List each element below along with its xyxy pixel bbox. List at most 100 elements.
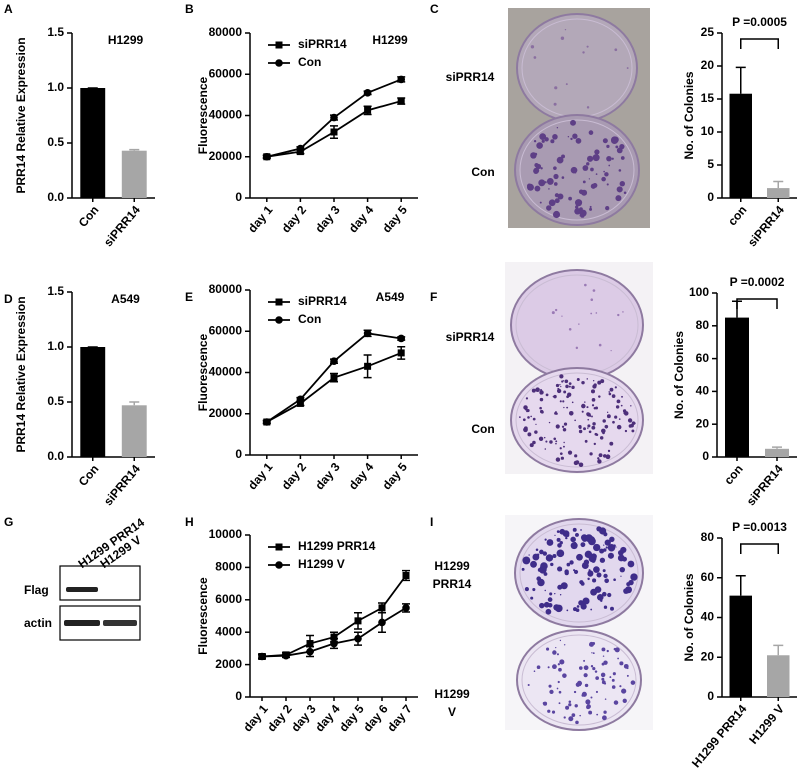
colony	[553, 182, 558, 186]
colony	[596, 594, 604, 601]
colony	[548, 421, 551, 424]
y-tick-label: 8000	[215, 560, 242, 574]
colony	[610, 388, 613, 391]
error-bar	[773, 180, 784, 189]
colony	[539, 133, 547, 140]
colony	[530, 45, 535, 49]
colony	[586, 406, 589, 409]
colony	[594, 586, 602, 593]
y-tick-label: 60000	[209, 66, 243, 80]
legend-label: H1299 V	[298, 557, 345, 571]
legend-marker	[275, 298, 283, 306]
colony	[553, 394, 557, 399]
colony	[580, 603, 587, 610]
colony	[555, 424, 560, 429]
panel-letter: A	[4, 2, 13, 16]
colony	[549, 592, 553, 596]
colony	[539, 406, 542, 410]
chart-title: A549	[376, 290, 405, 304]
bar	[80, 88, 106, 198]
colony	[610, 606, 614, 611]
colony	[559, 452, 563, 456]
colony	[606, 144, 610, 149]
colony	[523, 427, 528, 433]
colony	[617, 554, 625, 562]
colony	[616, 399, 621, 404]
colony	[589, 207, 593, 211]
colony	[550, 139, 555, 144]
colony	[589, 414, 592, 417]
colony	[536, 665, 541, 670]
colony	[557, 663, 560, 666]
colony	[601, 591, 607, 597]
colony	[566, 406, 569, 409]
colony	[590, 312, 593, 315]
colony	[574, 199, 583, 207]
colony	[612, 672, 616, 676]
significance-bracket	[740, 543, 779, 554]
colony	[571, 385, 575, 390]
colony	[575, 138, 582, 144]
colony	[575, 205, 579, 209]
colony	[592, 578, 597, 583]
colony	[576, 377, 580, 381]
colony	[527, 432, 532, 437]
marker	[263, 152, 271, 161]
panel-letter: B	[185, 2, 194, 16]
colony	[582, 165, 589, 171]
colony	[559, 594, 562, 596]
colony	[590, 389, 596, 394]
colony	[565, 705, 570, 710]
colony	[519, 416, 521, 419]
colony	[551, 311, 555, 315]
colony	[559, 374, 564, 379]
colony	[536, 142, 543, 149]
panel-letter: E	[185, 290, 193, 304]
colony	[583, 659, 586, 662]
colony	[560, 582, 568, 590]
dish-label: V	[448, 705, 456, 719]
legend-marker	[275, 59, 283, 67]
colony	[548, 188, 550, 190]
colony	[558, 690, 562, 694]
legend-label: H1299 PRR14	[298, 539, 376, 553]
colony	[585, 699, 591, 705]
colony	[598, 453, 603, 458]
colony	[602, 569, 606, 573]
colony	[598, 343, 602, 347]
p-value: P =0.0013	[732, 520, 787, 534]
colony	[585, 534, 593, 543]
dish-rim	[515, 372, 639, 468]
bar	[121, 405, 147, 457]
dish-label: siPRR14	[446, 330, 495, 344]
colony	[543, 572, 548, 576]
colony	[565, 83, 568, 86]
marker	[330, 639, 338, 648]
colony	[610, 136, 619, 145]
colony	[534, 162, 539, 168]
colony	[586, 705, 591, 710]
colony	[591, 425, 596, 430]
marker	[397, 97, 405, 105]
colony	[581, 189, 588, 196]
legend-marker	[275, 543, 283, 551]
bar	[765, 448, 789, 457]
colony	[538, 436, 544, 441]
y-tick-label: 60000	[209, 323, 243, 337]
colony	[561, 176, 565, 179]
colony	[575, 682, 581, 687]
y-axis-label: Fluorescence	[196, 76, 210, 154]
colony	[578, 462, 584, 468]
y-tick-label: 0.5	[47, 394, 64, 408]
colony	[533, 168, 539, 174]
colony	[537, 578, 545, 587]
colony	[559, 659, 565, 665]
colony	[615, 145, 619, 149]
colony	[530, 596, 534, 600]
colony	[614, 647, 620, 653]
colony	[543, 436, 546, 439]
colony	[606, 155, 612, 162]
colony	[588, 130, 594, 135]
colony	[547, 602, 553, 608]
colony	[574, 454, 578, 458]
